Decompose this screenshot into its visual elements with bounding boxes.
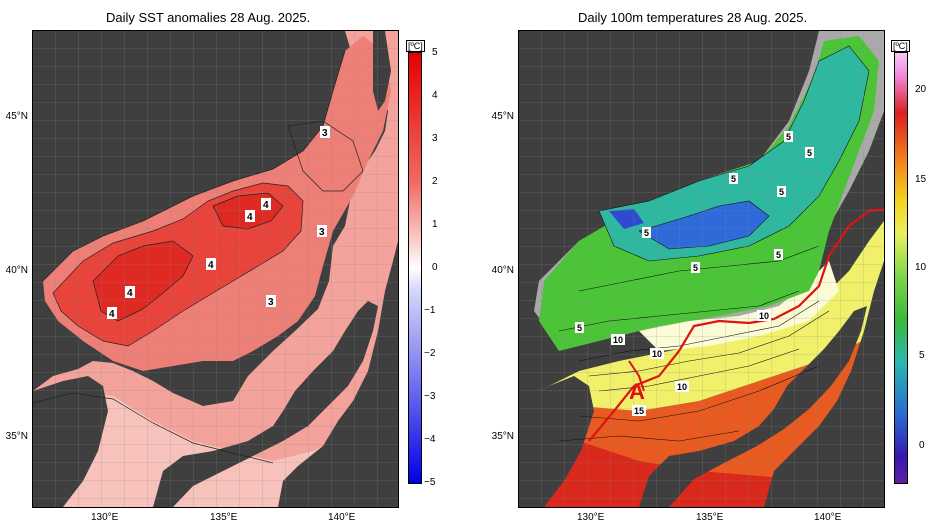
- contour-label: 10: [675, 381, 689, 392]
- contour-label: 5: [777, 186, 786, 197]
- svg-text:5: 5: [577, 323, 582, 333]
- contour-label: 5: [575, 322, 584, 333]
- temperature-colorbar: [894, 52, 908, 484]
- left-panel-title: Daily SST anomalies 28 Aug. 2025.: [106, 10, 311, 25]
- svg-text:4: 4: [127, 288, 133, 299]
- contour-label: 5: [774, 249, 783, 260]
- svg-text:4: 4: [263, 200, 269, 211]
- right-colorbar-unit: [ºC]: [891, 40, 910, 52]
- colorbar-tick: −2: [424, 348, 436, 359]
- lat-label: 40°N: [5, 265, 28, 276]
- lon-label: 140°E: [814, 512, 842, 523]
- contour-label: 10: [757, 310, 771, 321]
- contour-label: 5: [805, 147, 814, 158]
- contour-label: 4: [245, 210, 255, 223]
- colorbar-tick: 20: [915, 84, 927, 95]
- lon-label: 140°E: [328, 512, 356, 523]
- svg-text:3: 3: [268, 297, 274, 308]
- colorbar-tick: −1: [424, 305, 436, 316]
- contour-label: 3: [317, 225, 327, 238]
- lon-label: 135°E: [210, 512, 238, 523]
- lon-label: 135°E: [696, 512, 724, 523]
- svg-text:3: 3: [322, 128, 328, 139]
- svg-text:10: 10: [677, 382, 687, 392]
- contour-label: 3: [266, 295, 276, 308]
- svg-text:10: 10: [652, 349, 662, 359]
- colorbar-tick: 5: [432, 47, 438, 58]
- contour-label: 4: [125, 286, 135, 299]
- svg-text:3: 3: [319, 227, 325, 238]
- lat-label: 45°N: [5, 111, 28, 122]
- colorbar-tick: −5: [424, 477, 436, 488]
- right-panel-title: Daily 100m temperatures 28 Aug. 2025.: [578, 10, 808, 25]
- colorbar-tick: 0: [919, 440, 925, 451]
- lat-label: 35°N: [5, 431, 28, 442]
- contour-label: 4: [261, 198, 271, 211]
- colorbar-tick: 10: [915, 262, 927, 273]
- contour-label: 4: [206, 258, 216, 271]
- lat-label: 35°N: [491, 431, 514, 442]
- anomaly-colorbar: [408, 52, 422, 484]
- colorbar-tick: 0: [432, 262, 438, 273]
- svg-text:5: 5: [693, 263, 698, 273]
- svg-text:4: 4: [109, 309, 115, 320]
- contour-label: 5: [642, 227, 651, 238]
- colorbar-tick: −4: [424, 434, 436, 445]
- contour-label: 4: [107, 307, 117, 320]
- svg-text:15: 15: [634, 406, 644, 416]
- contour-label: 5: [691, 262, 700, 273]
- colorbar-tick: 5: [919, 350, 925, 361]
- svg-text:5: 5: [786, 132, 791, 142]
- lat-label: 45°N: [491, 111, 514, 122]
- svg-text:5: 5: [731, 174, 736, 184]
- lon-label: 130°E: [577, 512, 605, 523]
- contour-label: 10: [650, 348, 664, 359]
- svg-text:5: 5: [776, 250, 781, 260]
- colorbar-tick: 3: [432, 133, 438, 144]
- colorbar-tick: 1: [432, 219, 438, 230]
- svg-text:5: 5: [779, 187, 784, 197]
- contour-label: 5: [784, 131, 793, 142]
- contour-label: 10: [611, 334, 625, 345]
- contour-label: 15: [632, 405, 646, 416]
- left-colorbar-unit: [ºC]: [406, 40, 425, 52]
- svg-text:5: 5: [807, 148, 812, 158]
- lon-label: 130°E: [91, 512, 119, 523]
- colorbar-tick: 15: [915, 174, 927, 185]
- svg-text:4: 4: [247, 212, 253, 223]
- colorbar-tick: −3: [424, 391, 436, 402]
- sst-anomaly-map: 3 4 4 3 4 4 4 3: [32, 30, 399, 508]
- colorbar-tick: 2: [432, 176, 438, 187]
- temp-100m-map: 5 5 5 5 5 5 5 5 10 10 10 10 15 A: [518, 30, 885, 508]
- lat-label: 40°N: [491, 265, 514, 276]
- svg-text:10: 10: [613, 335, 623, 345]
- svg-text:10: 10: [759, 311, 769, 321]
- svg-text:5: 5: [644, 228, 649, 238]
- contour-label: 3: [320, 126, 330, 139]
- contour-label: 5: [729, 173, 738, 184]
- marker-a-label: A: [629, 379, 645, 404]
- colorbar-tick: 4: [432, 90, 438, 101]
- svg-text:4: 4: [208, 260, 214, 271]
